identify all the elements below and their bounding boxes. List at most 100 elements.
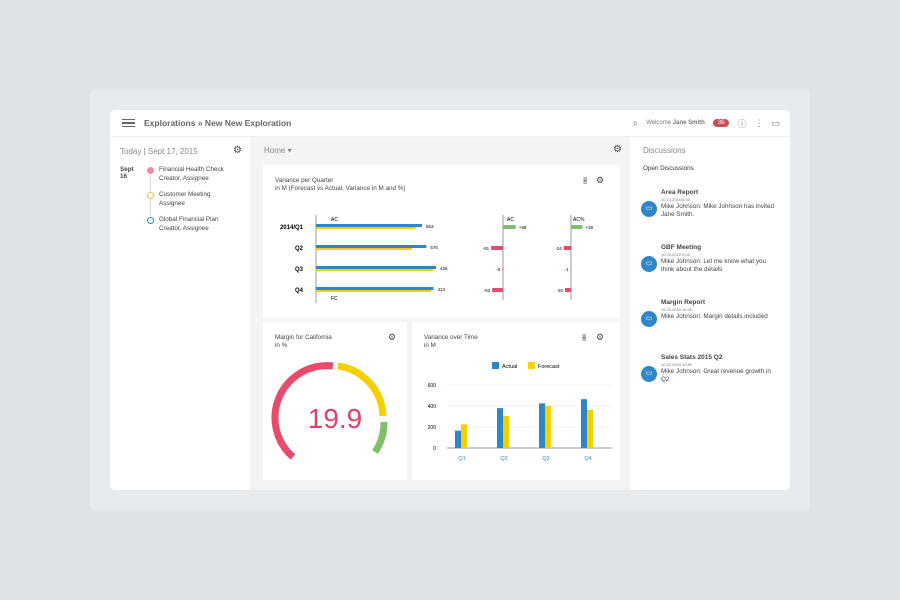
discussion-time: 10.20.2015 9:00 — [661, 252, 690, 257]
discussion-item[interactable]: ▭ Area Report 10.13.2015 8:50 Mike Johnson:… — [641, 189, 779, 219]
notification-badge[interactable]: 36 — [712, 119, 730, 127]
category-label: 2014/Q1 — [280, 225, 304, 231]
variance-over-time-card: Variance over Time in M ⫵ ⚙ Actual Forecas… — [412, 322, 620, 480]
actual-bar — [316, 224, 423, 227]
acp-label: AC% — [573, 217, 585, 223]
card-subtitle: in M (Forecast vs Actual, Variance in M … — [275, 185, 406, 192]
today-date: Today | Sept 17, 2015 — [120, 147, 198, 156]
gear-icon[interactable]: ⚙ — [596, 175, 605, 185]
chat-bubble-icon: ▭ — [641, 201, 657, 217]
event-roles: Creator, Assignee — [159, 224, 209, 232]
ac-label: AC — [507, 217, 514, 223]
event-roles: Creator, Assignee — [159, 174, 209, 182]
event-roles: Assignee — [159, 199, 185, 207]
forecast-bar — [316, 227, 416, 229]
card-title: Margin for California — [275, 334, 332, 341]
timeline-event[interactable]: Global Financial Plan Creator, Assignee — [147, 216, 249, 233]
category-label: Q2 — [295, 246, 304, 252]
app-window: Explorations » New New Exploration ⌕ Wel… — [110, 110, 790, 490]
gauge-yellow-segment — [337, 362, 387, 417]
welcome-text: Welcome Jane Smith — [646, 120, 705, 126]
filter-icon[interactable]: ⫵ — [582, 332, 587, 342]
card-title: Variance per Quarter — [275, 177, 334, 184]
bar-forecast — [545, 406, 551, 448]
variance-pct-label: +38 — [585, 225, 593, 230]
timeline-panel: Today | Sept 17, 2015 ⚙ Sept 16 Financia… — [110, 137, 250, 490]
open-discussions-label: Open Discussions — [643, 165, 694, 172]
actual-value-label: 553 — [426, 224, 434, 229]
y-tick-label: 200 — [428, 425, 437, 431]
actual-bar — [316, 287, 434, 290]
variance-m-label: -5 — [496, 267, 500, 272]
variance-m-bar — [502, 267, 503, 271]
y-tick-label: 0 — [433, 446, 436, 452]
discussion-item[interactable]: ▭ Margin Report 10.20.2015 16:25 Mike Johns… — [641, 299, 779, 327]
more-icon[interactable]: ⋮ — [754, 117, 764, 128]
chat-bubble-icon: ▭ — [641, 311, 657, 327]
chat-bubble-icon: ▭ — [641, 366, 657, 382]
header: Explorations » New New Exploration ⌕ Wel… — [110, 110, 790, 137]
timeline-event[interactable]: Customer Meeting Assignee — [147, 191, 249, 208]
breadcrumb[interactable]: Explorations » New New Exploration — [144, 118, 292, 128]
card-title: Variance over Time — [424, 334, 478, 341]
timeline-event[interactable]: Financial Health Check Creator, Assignee — [147, 166, 249, 183]
variance-pct-label: -1 — [565, 267, 569, 272]
gear-icon[interactable]: ⚙ — [233, 145, 242, 156]
y-tick-label: 400 — [428, 404, 437, 410]
discussion-item[interactable]: ▭ GBF Meeting 10.20.2015 9:00 Mike Johnson:… — [641, 244, 779, 274]
hamburger-menu-icon[interactable] — [122, 118, 135, 128]
actual-value-label: 426 — [440, 266, 448, 271]
legend-swatch — [492, 362, 499, 369]
actual-bar — [316, 245, 427, 248]
variance-m-bar — [503, 225, 516, 229]
gauge-green-segment — [372, 421, 388, 454]
timeline-date: Sept 16 — [120, 166, 134, 180]
discussion-time: 10.20.2015 10:50 — [661, 362, 693, 367]
x-tick-label: Q3 — [542, 456, 549, 462]
event-title: Global Financial Plan — [159, 216, 219, 223]
margin-card: Margin for California in % ⚙ 19.9 — [263, 322, 407, 480]
discussion-title: Margin Report — [661, 299, 706, 306]
ac-label: AC — [331, 217, 338, 223]
variance-per-quarter-card: Variance per Quarter in M (Forecast vs Ac… — [263, 165, 620, 318]
discussion-title: Sales Stats 2015 Q2 — [661, 354, 723, 361]
dashboard: Home ▾ ⚙ Variance per Quarter in M (Forec… — [250, 137, 630, 490]
discussions-title: Discussions — [643, 146, 686, 155]
status-dot-icon — [147, 167, 154, 174]
variance-m-label: -91 — [483, 246, 490, 251]
chat-bubble-icon: ▭ — [641, 256, 657, 272]
bar-chart: Actual Forecast 0 200 400 600 Q1 Q2 Q3 Q4 — [428, 362, 612, 462]
variance-pct-label: -24 — [555, 246, 562, 251]
gear-icon[interactable]: ⚙ — [596, 332, 605, 342]
forecast-bar — [316, 269, 433, 271]
actual-value-label: 576 — [430, 245, 438, 250]
margin-gauge: 19.9 — [271, 362, 388, 460]
discussion-time: 10.20.2015 16:25 — [661, 307, 693, 312]
discussion-text: Mike Johnson: Margin details included — [661, 313, 768, 320]
gauge-value: 19.9 — [308, 403, 363, 434]
x-tick-label: Q4 — [584, 456, 591, 462]
home-dropdown[interactable]: Home ▾ — [264, 146, 292, 155]
gear-icon[interactable]: ⚙ — [613, 144, 622, 155]
chat-icon[interactable]: ▭ — [771, 117, 780, 128]
variance-pct-bar — [571, 225, 583, 229]
forecast-bar — [316, 290, 432, 292]
fc-label: FC — [331, 296, 338, 302]
variance-m-bar — [491, 246, 503, 250]
info-icon[interactable]: ⓘ — [737, 118, 747, 129]
discussion-item[interactable]: ▭ Sales Stats 2015 Q2 10.20.2015 10:50 Mike… — [641, 354, 779, 384]
card-subtitle: in M — [424, 342, 436, 349]
variance-m-label: -83 — [484, 288, 491, 293]
discussion-title: GBF Meeting — [661, 244, 702, 251]
filter-icon[interactable]: ⫵ — [583, 175, 588, 185]
status-dot-icon — [147, 217, 154, 224]
gear-icon[interactable]: ⚙ — [388, 332, 397, 342]
search-icon[interactable]: ⌕ — [632, 117, 639, 129]
bar-actual — [497, 408, 503, 448]
legend-label: Actual — [502, 364, 517, 370]
category-label: Q4 — [295, 288, 304, 294]
variance-pct-bar — [565, 288, 571, 292]
bar-forecast — [461, 424, 467, 448]
bar-forecast — [587, 409, 593, 448]
x-tick-label: Q2 — [500, 456, 507, 462]
